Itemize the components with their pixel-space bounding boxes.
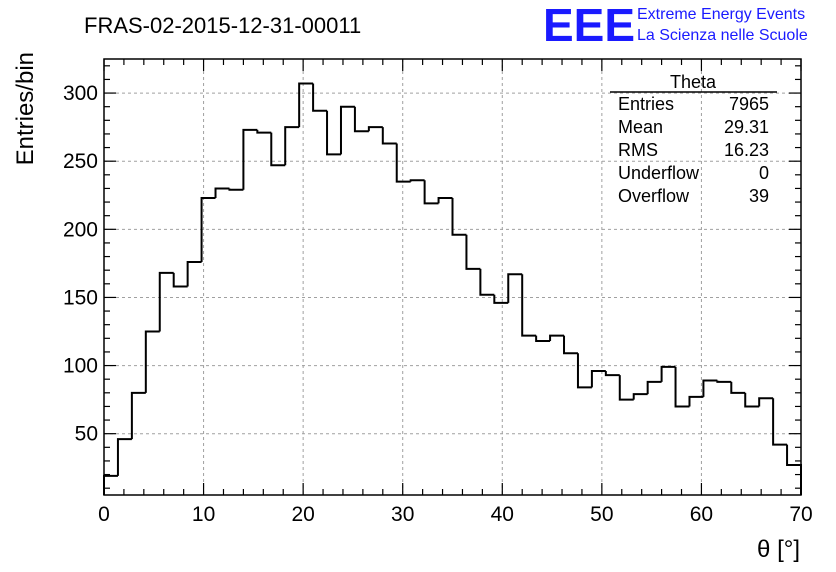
histogram-bin: [256, 129, 272, 134]
histogram-bin: [730, 381, 746, 394]
stats-box: Theta Entries 7965 Mean 29.31 RMS 16.23 Underf…: [610, 72, 777, 206]
histogram-bin: [186, 261, 202, 287]
histogram-bin: [632, 393, 648, 400]
histogram-bin: [549, 334, 565, 342]
histogram-bin: [353, 106, 369, 133]
stats-label: Overflow: [618, 186, 690, 206]
stats-value: 7965: [729, 94, 769, 114]
x-tick-label: 40: [491, 503, 514, 526]
histogram-bin: [604, 371, 620, 377]
histogram-bin: [200, 196, 216, 263]
histogram-bin: [158, 271, 174, 332]
histogram-bin: [744, 392, 760, 408]
logo-line-1: Extreme Energy Events: [637, 6, 805, 23]
histogram-bin: [228, 188, 244, 191]
stats-value: 39: [749, 186, 769, 206]
y-tick-labels: 50 100 150 200 250 300: [63, 82, 98, 446]
histogram-bin: [270, 132, 286, 167]
histogram-bin: [521, 274, 537, 337]
histogram-bin: [479, 268, 495, 296]
histogram-bin: [702, 379, 718, 397]
stats-value: 29.31: [724, 117, 769, 137]
x-tick-label: 20: [291, 503, 314, 526]
histogram-bin: [130, 391, 146, 440]
histogram-bin: [786, 444, 802, 495]
stats-label: RMS: [618, 140, 658, 160]
y-tick-label: 200: [63, 218, 98, 241]
x-tick-label: 30: [391, 503, 414, 526]
y-tick-label: 300: [63, 82, 98, 105]
y-tick-label: 100: [63, 355, 98, 378]
x-tick-label: 60: [690, 503, 713, 526]
histogram-bin: [646, 380, 662, 395]
y-axis-title: Entries/bin: [12, 52, 39, 165]
histogram-bin: [312, 83, 328, 112]
histogram-bars: [103, 82, 802, 495]
histogram-bin: [116, 438, 132, 476]
histogram-bin: [674, 366, 690, 408]
x-tick-label: 70: [789, 503, 812, 526]
histogram-bin: [465, 234, 481, 270]
x-axis-title: θ [°]: [757, 536, 800, 563]
stats-value: 16.23: [724, 140, 769, 160]
histogram-bin: [103, 474, 118, 495]
histogram-bin: [339, 105, 355, 155]
histogram-bin: [144, 330, 160, 393]
stats-label: Entries: [618, 94, 674, 114]
histogram-bin: [367, 126, 383, 132]
x-tick-label: 50: [590, 503, 613, 526]
histogram-bin: [772, 398, 788, 446]
y-tick-label: 150: [63, 286, 98, 309]
stats-box-name: Theta: [670, 72, 717, 92]
y-tick-label: 50: [75, 423, 98, 446]
eee-logo: EEE Extreme Energy Events La Scienza nel…: [543, 0, 808, 51]
histogram-bin: [395, 143, 411, 183]
eee-logo-mark: EEE: [543, 0, 635, 51]
plot-border: [103, 58, 802, 496]
x-tick-label: 10: [192, 503, 215, 526]
histogram-bin: [242, 128, 258, 190]
x-tick-labels: 0 10 20 30 40 50 60 70: [98, 503, 813, 526]
histogram-bin: [576, 353, 592, 389]
histogram-bin: [716, 380, 732, 383]
histogram-bin: [507, 273, 523, 303]
stats-rows: Entries 7965 Mean 29.31 RMS 16.23 Underflow 0 Ov…: [618, 94, 769, 206]
histogram-bin: [284, 126, 300, 166]
histogram-bin: [423, 180, 439, 205]
histogram-bin: [172, 272, 188, 288]
histogram-bin: [618, 375, 634, 401]
histogram-bin: [409, 179, 425, 182]
x-tick-label: 0: [98, 503, 110, 526]
histogram-bin: [326, 110, 341, 156]
plot-frame: [103, 58, 802, 496]
grid-lines: [104, 59, 801, 495]
y-tick-label: 250: [63, 150, 98, 173]
histogram-bin: [214, 187, 230, 198]
chart-title: FRAS-02-2015-12-31-00011: [84, 13, 361, 38]
histogram-bin: [298, 82, 314, 128]
axis-ticks: [103, 59, 802, 495]
histogram-bin: [493, 294, 509, 304]
histogram-bin: [688, 395, 704, 407]
histogram-bin: [590, 370, 606, 388]
stats-value: 0: [759, 163, 769, 183]
histogram-bin: [758, 397, 774, 407]
stats-label: Underflow: [618, 163, 700, 183]
histogram-bin: [451, 197, 467, 236]
stats-label: Mean: [618, 117, 663, 137]
histogram-bin: [660, 365, 676, 382]
logo-line-2: La Scienza nelle Scuole: [637, 27, 808, 44]
histogram-bin: [437, 196, 453, 204]
histogram-bin: [381, 127, 397, 145]
histogram-bin: [563, 335, 578, 355]
histogram-bin: [535, 335, 551, 343]
